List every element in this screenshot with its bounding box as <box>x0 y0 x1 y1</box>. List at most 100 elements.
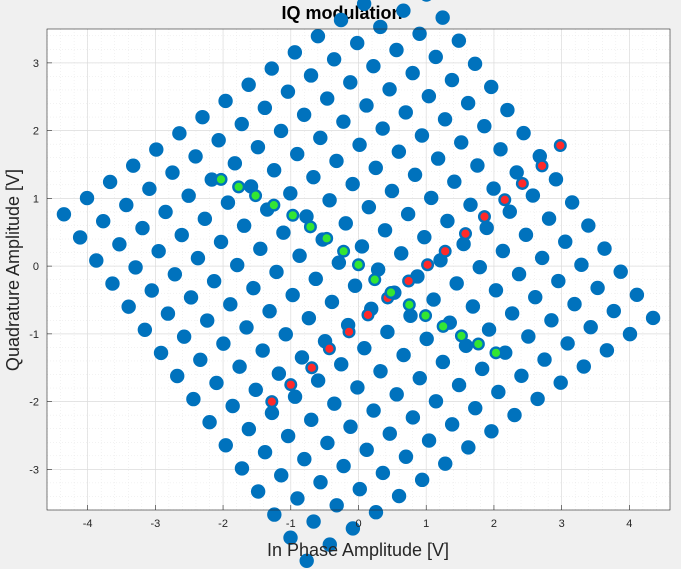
constellation-point <box>528 290 543 305</box>
constellation-point <box>558 234 573 249</box>
constellation-point <box>350 35 365 51</box>
constellation-point <box>449 276 464 291</box>
constellation-point <box>479 220 494 236</box>
highlighted-point <box>454 329 468 343</box>
highlighted-point <box>477 210 491 224</box>
constellation-point <box>551 273 566 289</box>
constellation-point <box>534 250 550 266</box>
highlighted-point <box>267 198 281 212</box>
constellation-point <box>285 287 300 303</box>
constellation-point <box>368 160 383 176</box>
constellation-point <box>421 0 432 2</box>
constellation-point <box>329 153 344 169</box>
constellation-point <box>257 445 273 460</box>
highlighted-point <box>438 244 452 258</box>
constellation-point <box>509 165 524 180</box>
constellation-point <box>234 461 250 476</box>
constellation-point <box>151 244 166 259</box>
highlighted-point <box>337 244 351 258</box>
highlighted-point <box>419 309 433 323</box>
constellation-point <box>514 368 529 383</box>
x-tick-label: -2 <box>218 518 228 530</box>
constellation-point <box>112 237 127 252</box>
constellation-point <box>470 158 485 173</box>
constellation-point <box>454 135 469 150</box>
constellation-point <box>280 84 296 99</box>
constellation-point <box>273 123 289 139</box>
constellation-point <box>398 105 413 120</box>
constellation-point <box>525 188 541 203</box>
constellation-point <box>158 204 173 220</box>
highlighted-point <box>553 139 567 153</box>
constellation-point <box>313 475 328 490</box>
constellation-point <box>216 336 231 351</box>
constellation-point <box>467 56 483 72</box>
constellation-point <box>331 255 347 270</box>
constellation-point <box>500 102 515 118</box>
constellation-point <box>468 400 483 416</box>
highlighted-point <box>471 337 485 351</box>
constellation-point <box>190 250 206 266</box>
constellation-point <box>590 280 605 296</box>
constellation-point <box>461 440 476 455</box>
constellation-point <box>287 389 303 404</box>
constellation-point <box>613 264 628 279</box>
constellation-point <box>553 375 568 390</box>
constellation-point <box>220 195 236 210</box>
constellation-point <box>343 75 358 90</box>
constellation-point <box>200 313 215 328</box>
constellation-point <box>481 322 497 337</box>
constellation-point <box>121 299 136 314</box>
highlighted-point <box>342 325 356 339</box>
constellation-point <box>218 93 233 109</box>
constellation-point <box>435 10 450 25</box>
highlighted-point <box>249 189 263 203</box>
constellation-point <box>421 89 437 104</box>
constellation-point <box>336 458 351 474</box>
constellation-point <box>269 264 284 280</box>
constellation-point <box>477 119 492 134</box>
constellation-point <box>474 361 490 377</box>
constellation-point <box>391 144 407 159</box>
constellation-point <box>102 174 118 190</box>
constellation-point <box>361 199 377 215</box>
constellation-point <box>544 313 559 328</box>
constellation-point <box>172 126 187 141</box>
constellation-point <box>334 357 349 372</box>
constellation-point <box>359 442 374 458</box>
constellation-point <box>296 107 312 122</box>
constellation-point <box>541 211 557 226</box>
y-axis-label: Quadrature Amplitude [V] <box>3 169 23 371</box>
constellation-point <box>320 435 335 451</box>
constellation-point <box>119 197 134 213</box>
highlighted-point <box>535 159 549 173</box>
highlighted-point <box>265 395 279 409</box>
constellation-point <box>72 230 88 245</box>
constellation-point <box>421 433 437 448</box>
constellation-point <box>412 370 427 386</box>
constellation-point <box>447 174 462 189</box>
constellation-point <box>255 343 270 358</box>
constellation-point <box>352 137 367 152</box>
highlighted-point <box>286 208 300 222</box>
constellation-point <box>463 197 478 213</box>
constellation-point <box>484 424 499 439</box>
constellation-point <box>250 139 266 155</box>
constellation-point <box>213 234 229 250</box>
constellation-point <box>622 326 638 342</box>
constellation-point <box>338 216 353 231</box>
constellation-point <box>343 419 358 434</box>
constellation-point <box>89 253 104 268</box>
constellation-point <box>283 186 298 201</box>
constellation-point <box>599 343 615 358</box>
constellation-point <box>329 498 344 513</box>
constellation-point <box>396 347 411 363</box>
constellation-point <box>303 68 319 83</box>
constellation-point <box>375 121 390 136</box>
constellation-point <box>488 283 504 298</box>
constellation-point <box>253 241 268 257</box>
highlighted-point <box>305 361 319 375</box>
constellation-point <box>444 417 460 432</box>
constellation-point <box>79 190 95 206</box>
constellation-point <box>382 82 397 97</box>
